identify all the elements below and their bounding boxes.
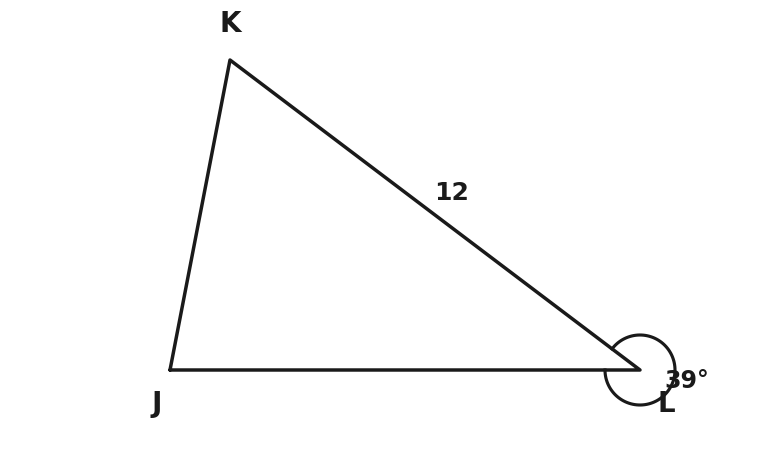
Text: J: J <box>152 390 162 418</box>
Text: K: K <box>219 10 241 38</box>
Text: 39°: 39° <box>665 369 709 393</box>
Text: 12: 12 <box>434 181 470 205</box>
Text: L: L <box>658 390 675 418</box>
